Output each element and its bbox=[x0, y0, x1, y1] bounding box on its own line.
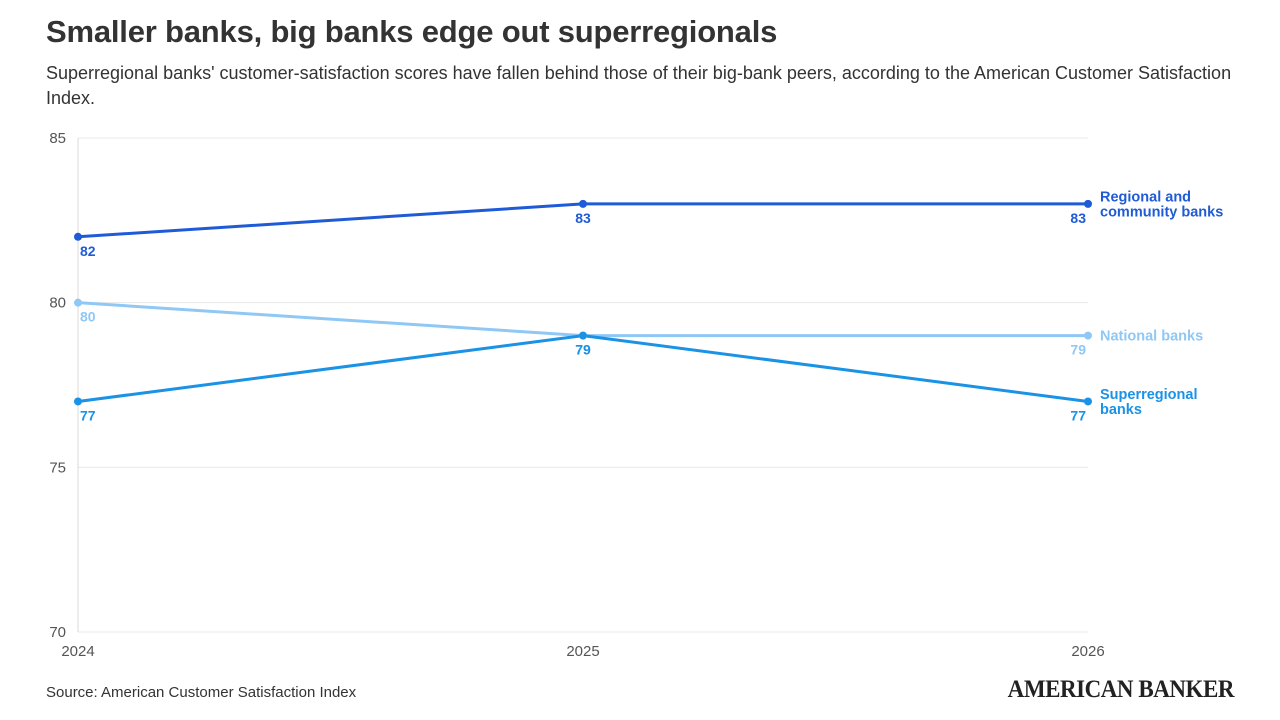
data-point bbox=[74, 232, 82, 241]
data-label: 82 bbox=[80, 243, 96, 259]
data-label: 79 bbox=[1070, 342, 1086, 358]
series-legend-label: Regional and bbox=[1100, 189, 1191, 205]
american-banker-logo: AMERICAN BANKER bbox=[1007, 676, 1235, 703]
data-point bbox=[74, 298, 82, 307]
data-point bbox=[74, 397, 82, 406]
y-tick-label: 80 bbox=[49, 295, 66, 312]
data-point bbox=[1084, 331, 1092, 340]
series-legend-label: Superregional bbox=[1100, 387, 1198, 403]
series-line bbox=[77, 301, 1088, 338]
data-label: 80 bbox=[80, 309, 96, 325]
data-point bbox=[579, 331, 587, 340]
data-point bbox=[579, 199, 587, 208]
series-legend-label: community banks bbox=[1100, 204, 1223, 220]
series-legend-label: banks bbox=[1100, 402, 1142, 418]
x-tick-label: 2024 bbox=[61, 643, 94, 660]
x-tick-label: 2025 bbox=[566, 643, 599, 660]
chart-subtitle: Superregional banks' customer-satisfacti… bbox=[46, 63, 1232, 108]
data-label: 77 bbox=[1070, 407, 1086, 423]
data-point bbox=[1084, 199, 1092, 208]
y-tick-label: 85 bbox=[49, 130, 66, 147]
series-legend-label: National banks bbox=[1100, 329, 1203, 345]
source-note: Source: American Customer Satisfaction I… bbox=[46, 684, 357, 701]
chart-title: Smaller banks, big banks edge out superr… bbox=[46, 14, 778, 49]
y-tick-label: 75 bbox=[49, 459, 66, 476]
data-label: 77 bbox=[80, 407, 96, 423]
data-label: 83 bbox=[1070, 210, 1086, 226]
data-label: 83 bbox=[575, 210, 591, 226]
y-tick-label: 70 bbox=[49, 624, 66, 641]
x-tick-label: 2026 bbox=[1071, 643, 1104, 660]
data-label: 79 bbox=[575, 342, 591, 358]
data-point bbox=[1084, 397, 1092, 406]
data-label: 79 bbox=[575, 342, 591, 358]
